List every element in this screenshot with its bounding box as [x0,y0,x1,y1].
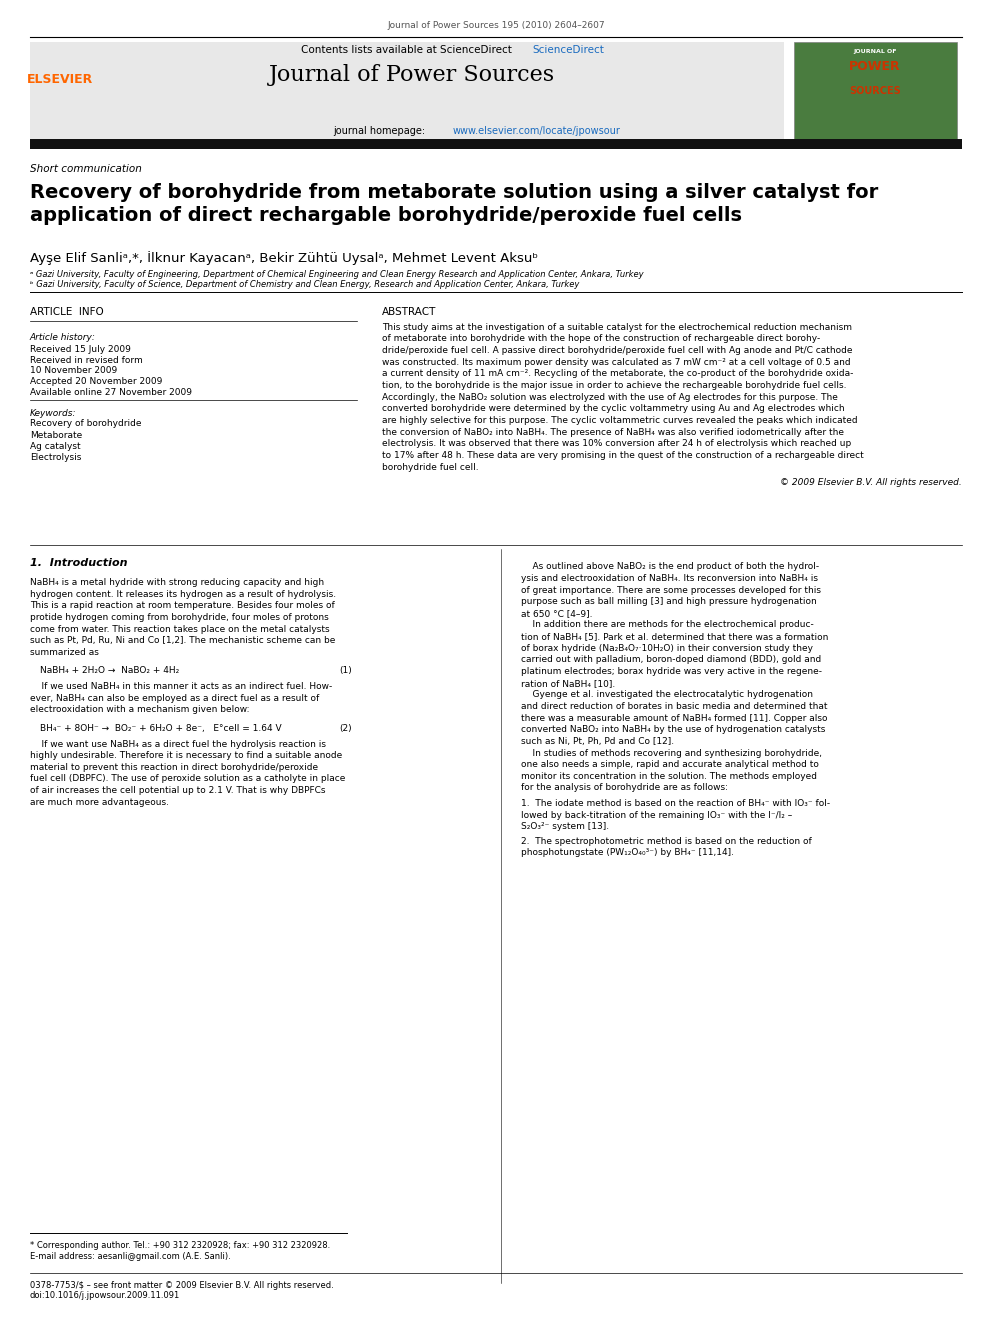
Text: Received 15 July 2009: Received 15 July 2009 [30,345,131,355]
Text: Ayşe Elif Sanliᵃ,*, İlknur Kayacanᵃ, Bekir Zühtü Uysalᵃ, Mehmet Levent Aksuᵇ: Ayşe Elif Sanliᵃ,*, İlknur Kayacanᵃ, Bek… [30,251,538,266]
Text: highly undesirable. Therefore it is necessary to find a suitable anode: highly undesirable. Therefore it is nece… [30,751,342,761]
Text: ABSTRACT: ABSTRACT [382,307,436,318]
Text: of air increases the cell potential up to 2.1 V. That is why DBPFCs: of air increases the cell potential up t… [30,786,325,795]
Text: BH₄⁻ + 8OH⁻ →  BO₂⁻ + 6H₂O + 8e⁻,   E°cell = 1.64 V: BH₄⁻ + 8OH⁻ → BO₂⁻ + 6H₂O + 8e⁻, E°cell … [40,724,282,733]
Text: come from water. This reaction takes place on the metal catalysts: come from water. This reaction takes pla… [30,624,329,634]
Text: ever, NaBH₄ can also be employed as a direct fuel as a result of: ever, NaBH₄ can also be employed as a di… [30,693,319,703]
Text: fuel cell (DBPFC). The use of peroxide solution as a catholyte in place: fuel cell (DBPFC). The use of peroxide s… [30,774,345,783]
Text: (1): (1) [339,667,352,675]
Text: If we used NaBH₄ in this manner it acts as an indirect fuel. How-: If we used NaBH₄ in this manner it acts … [30,683,332,691]
Text: tion of NaBH₄ [5]. Park et al. determined that there was a formation: tion of NaBH₄ [5]. Park et al. determine… [521,632,828,642]
Text: E-mail address: aesanli@gmail.com (A.E. Sanli).: E-mail address: aesanli@gmail.com (A.E. … [30,1252,230,1261]
Text: monitor its concentration in the solution. The methods employed: monitor its concentration in the solutio… [521,771,816,781]
Text: Journal of Power Sources: Journal of Power Sources [269,64,555,86]
Text: NaBH₄ + 2H₂O →  NaBO₂ + 4H₂: NaBH₄ + 2H₂O → NaBO₂ + 4H₂ [40,667,179,675]
Text: Keywords:: Keywords: [30,409,76,418]
Text: www.elsevier.com/locate/jpowsour: www.elsevier.com/locate/jpowsour [452,126,620,136]
Text: * Corresponding author. Tel.: +90 312 2320928; fax: +90 312 2320928.: * Corresponding author. Tel.: +90 312 23… [30,1241,330,1250]
Text: and direct reduction of borates in basic media and determined that: and direct reduction of borates in basic… [521,703,827,710]
Text: protide hydrogen coming from borohydride, four moles of protons: protide hydrogen coming from borohydride… [30,613,328,622]
Text: Article history:: Article history: [30,333,95,343]
Text: of metaborate into borohydride with the hope of the construction of rechargeable: of metaborate into borohydride with the … [382,335,820,344]
Text: ᵇ Gazi University, Faculty of Science, Department of Chemistry and Clean Energy,: ᵇ Gazi University, Faculty of Science, D… [30,280,579,290]
Text: summarized as: summarized as [30,648,98,658]
Text: 0378-7753/$ – see front matter © 2009 Elsevier B.V. All rights reserved.: 0378-7753/$ – see front matter © 2009 El… [30,1281,333,1290]
Text: Metaborate: Metaborate [30,430,82,439]
Text: of great importance. There are some processes developed for this: of great importance. There are some proc… [521,586,820,594]
Text: converted NaBO₂ into NaBH₄ by the use of hydrogenation catalysts: converted NaBO₂ into NaBH₄ by the use of… [521,725,825,734]
Text: doi:10.1016/j.jpowsour.2009.11.091: doi:10.1016/j.jpowsour.2009.11.091 [30,1291,180,1301]
Text: NaBH₄ is a metal hydride with strong reducing capacity and high: NaBH₄ is a metal hydride with strong red… [30,578,323,587]
Text: © 2009 Elsevier B.V. All rights reserved.: © 2009 Elsevier B.V. All rights reserved… [781,478,962,487]
Text: ELSEVIER: ELSEVIER [27,73,92,86]
Text: purpose such as ball milling [3] and high pressure hydrogenation: purpose such as ball milling [3] and hig… [521,597,816,606]
Text: Gyenge et al. investigated the electrocatalytic hydrogenation: Gyenge et al. investigated the electroca… [521,691,812,700]
Text: such as Pt, Pd, Ru, Ni and Co [1,2]. The mechanistic scheme can be: such as Pt, Pd, Ru, Ni and Co [1,2]. The… [30,636,335,646]
Text: phosphotungstate (PW₁₂O₄₀³⁻) by BH₄⁻ [11,14].: phosphotungstate (PW₁₂O₄₀³⁻) by BH₄⁻ [11… [521,848,734,857]
Text: carried out with palladium, boron-doped diamond (BDD), gold and: carried out with palladium, boron-doped … [521,655,821,664]
Text: 1.  The iodate method is based on the reaction of BH₄⁻ with IO₃⁻ fol-: 1. The iodate method is based on the rea… [521,799,830,808]
Text: This is a rapid reaction at room temperature. Besides four moles of: This is a rapid reaction at room tempera… [30,602,334,610]
Text: In addition there are methods for the electrochemical produc-: In addition there are methods for the el… [521,620,813,630]
Text: at 650 °C [4–9].: at 650 °C [4–9]. [521,609,592,618]
Text: As outlined above NaBO₂ is the end product of both the hydrol-: As outlined above NaBO₂ is the end produ… [521,562,819,572]
Text: to 17% after 48 h. These data are very promising in the quest of the constructio: to 17% after 48 h. These data are very p… [382,451,864,460]
Text: JOURNAL OF: JOURNAL OF [853,49,897,54]
Text: a current density of 11 mA cm⁻². Recycling of the metaborate, the co-product of : a current density of 11 mA cm⁻². Recycli… [382,369,853,378]
Text: was constructed. Its maximum power density was calculated as 7 mW cm⁻² at a cell: was constructed. Its maximum power densi… [382,357,850,366]
Text: journal homepage:: journal homepage: [333,126,429,136]
Text: material to prevent this reaction in direct borohydride/peroxide: material to prevent this reaction in dir… [30,763,317,771]
FancyBboxPatch shape [30,42,784,139]
Text: hydrogen content. It releases its hydrogen as a result of hydrolysis.: hydrogen content. It releases its hydrog… [30,590,336,599]
Text: ScienceDirect: ScienceDirect [533,45,604,56]
Text: are highly selective for this purpose. The cyclic voltammetric curves revealed t: are highly selective for this purpose. T… [382,415,857,425]
Text: ysis and electrooxidation of NaBH₄. Its reconversion into NaBH₄ is: ysis and electrooxidation of NaBH₄. Its … [521,574,817,583]
Text: Short communication: Short communication [30,164,142,175]
Text: converted borohydride were determined by the cyclic voltammetry using Au and Ag : converted borohydride were determined by… [382,405,844,413]
Text: for the analysis of borohydride are as follows:: for the analysis of borohydride are as f… [521,783,728,792]
Text: In studies of methods recovering and synthesizing borohydride,: In studies of methods recovering and syn… [521,749,821,758]
Text: are much more advantageous.: are much more advantageous. [30,798,169,807]
Text: Recovery of borohydride from metaborate solution using a silver catalyst for
app: Recovery of borohydride from metaborate … [30,183,878,225]
FancyBboxPatch shape [794,42,957,139]
Text: tion, to the borohydride is the major issue in order to achieve the rechargeable: tion, to the borohydride is the major is… [382,381,846,390]
Text: the conversion of NaBO₂ into NaBH₄. The presence of NaBH₄ was also verified iodo: the conversion of NaBO₂ into NaBH₄. The … [382,427,844,437]
Text: platinum electrodes; borax hydride was very active in the regene-: platinum electrodes; borax hydride was v… [521,667,821,676]
Text: SOURCES: SOURCES [849,86,901,97]
Text: Contents lists available at ScienceDirect: Contents lists available at ScienceDirec… [302,45,512,56]
Text: ration of NaBH₄ [10].: ration of NaBH₄ [10]. [521,679,615,688]
Text: ARTICLE  INFO: ARTICLE INFO [30,307,103,318]
Text: Ag catalyst: Ag catalyst [30,442,80,451]
Text: one also needs a simple, rapid and accurate analytical method to: one also needs a simple, rapid and accur… [521,761,818,769]
Text: S₂O₃²⁻ system [13].: S₂O₃²⁻ system [13]. [521,823,609,831]
Text: Accordingly, the NaBO₂ solution was electrolyzed with the use of Ag electrodes f: Accordingly, the NaBO₂ solution was elec… [382,393,838,402]
Text: electrooxidation with a mechanism given below:: electrooxidation with a mechanism given … [30,705,249,714]
Text: Journal of Power Sources 195 (2010) 2604–2607: Journal of Power Sources 195 (2010) 2604… [387,21,605,30]
Text: 10 November 2009: 10 November 2009 [30,366,117,376]
Text: This study aims at the investigation of a suitable catalyst for the electrochemi: This study aims at the investigation of … [382,323,852,332]
Text: dride/peroxide fuel cell. A passive direct borohydride/peroxide fuel cell with A: dride/peroxide fuel cell. A passive dire… [382,347,852,355]
Text: Recovery of borohydride: Recovery of borohydride [30,419,141,429]
Text: Accepted 20 November 2009: Accepted 20 November 2009 [30,377,162,386]
Text: Available online 27 November 2009: Available online 27 November 2009 [30,388,191,397]
Text: 2.  The spectrophotometric method is based on the reduction of: 2. The spectrophotometric method is base… [521,836,811,845]
Text: ᵃ Gazi University, Faculty of Engineering, Department of Chemical Engineering an: ᵃ Gazi University, Faculty of Engineerin… [30,270,644,279]
Text: If we want use NaBH₄ as a direct fuel the hydrolysis reaction is: If we want use NaBH₄ as a direct fuel th… [30,740,325,749]
Text: Received in revised form: Received in revised form [30,356,143,365]
Text: borohydride fuel cell.: borohydride fuel cell. [382,463,478,471]
Text: such as Ni, Pt, Ph, Pd and Co [12].: such as Ni, Pt, Ph, Pd and Co [12]. [521,737,674,746]
Text: POWER: POWER [849,60,901,73]
Text: Electrolysis: Electrolysis [30,452,81,462]
Text: electrolysis. It was observed that there was 10% conversion after 24 h of electr: electrolysis. It was observed that there… [382,439,851,448]
Text: lowed by back-titration of the remaining IO₃⁻ with the I⁻/I₂ –: lowed by back-titration of the remaining… [521,811,792,820]
FancyBboxPatch shape [30,139,962,149]
Text: (2): (2) [339,724,352,733]
Text: 1.  Introduction: 1. Introduction [30,558,127,569]
Text: there was a measurable amount of NaBH₄ formed [11]. Copper also: there was a measurable amount of NaBH₄ f… [521,713,827,722]
Text: of borax hydride (Na₂B₄O₇·10H₂O) in their conversion study they: of borax hydride (Na₂B₄O₇·10H₂O) in thei… [521,644,812,652]
